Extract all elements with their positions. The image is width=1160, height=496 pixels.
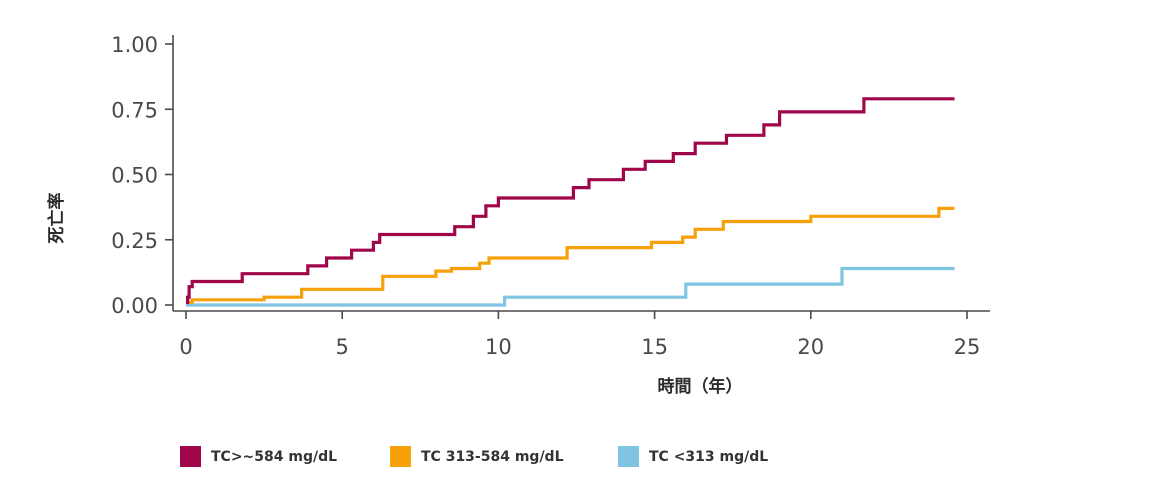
x-tick-label: 0 xyxy=(179,335,192,359)
x-ticks: 0 5 10 15 20 25 xyxy=(179,311,980,359)
y-tick-label: 0.75 xyxy=(111,98,158,122)
y-axis-title: 死亡率 xyxy=(46,193,67,244)
x-tick-label: 10 xyxy=(485,335,512,359)
legend-label-low: TC <313 mg/dL xyxy=(649,448,769,465)
y-tick-label: 0.50 xyxy=(111,164,158,188)
legend: TC>~584 mg/dL TC 313-584 mg/dL TC <313 m… xyxy=(0,446,1160,476)
legend-label-high: TC>~584 mg/dL xyxy=(211,448,338,465)
legend-swatch-high xyxy=(180,446,201,467)
legend-label-mid: TC 313-584 mg/dL xyxy=(421,448,564,465)
x-tick-label: 15 xyxy=(641,335,668,359)
y-tick-label: 1.00 xyxy=(111,33,158,57)
y-tick-label: 0.00 xyxy=(111,294,158,318)
series-lines xyxy=(186,97,955,307)
x-tick-label: 5 xyxy=(336,335,349,359)
x-tick-label: 20 xyxy=(797,335,824,359)
series-line-low xyxy=(186,266,955,307)
legend-swatch-low xyxy=(618,446,639,467)
y-ticks: 0.00 0.25 0.50 0.75 1.00 xyxy=(111,33,173,318)
legend-item-low: TC <313 mg/dL xyxy=(618,446,768,467)
legend-swatch-mid xyxy=(390,446,411,467)
legend-item-high: TC>~584 mg/dL xyxy=(180,446,337,467)
legend-item-mid: TC 313-584 mg/dL xyxy=(390,446,564,467)
x-axis-title: 時間（年） xyxy=(658,376,743,397)
x-tick-label: 25 xyxy=(954,335,981,359)
series-line-high xyxy=(186,97,955,304)
series-line-mid xyxy=(186,206,955,304)
y-tick-label: 0.25 xyxy=(111,229,158,253)
